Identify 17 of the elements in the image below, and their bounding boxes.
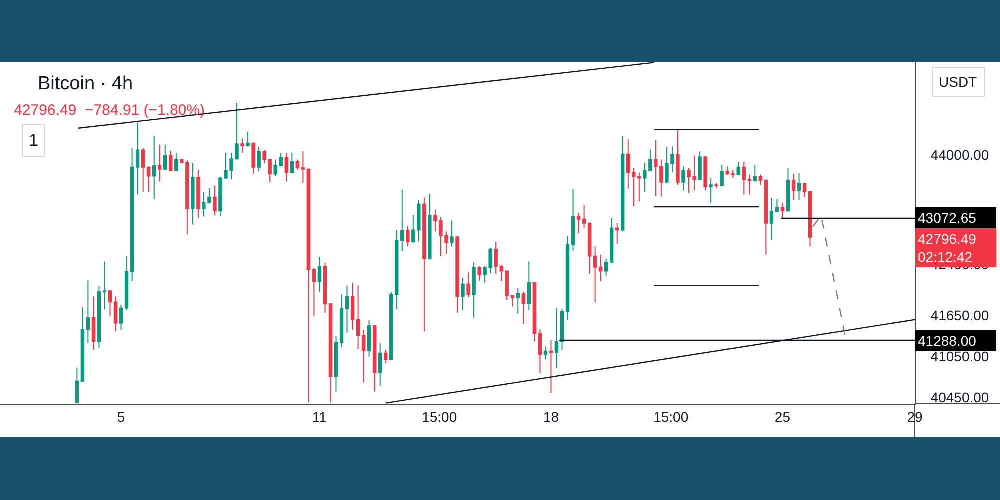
y-tick-label: 41050.00 <box>930 348 990 365</box>
annotation: 1 <box>29 131 38 150</box>
x-tick-label: 11 <box>312 408 328 425</box>
text: 41288.00 <box>918 333 977 349</box>
y-tick-label: 41650.00 <box>930 308 990 324</box>
x-tick-label: 18 <box>543 408 560 425</box>
text: 42796.49 −784.91 (−1.80%) <box>14 102 205 119</box>
text: Bitcoin · 4h <box>38 74 134 95</box>
x-tick-label: 25 <box>774 408 791 425</box>
x-tick-label: 5 <box>117 408 126 425</box>
text: USDT <box>939 74 978 90</box>
text: 42796.49 02:12:42 <box>918 231 977 266</box>
y-tick-label: 44000.00 <box>930 146 990 163</box>
x-tick-label: 15:00 <box>422 408 458 425</box>
y-tick-label: 40450.00 <box>930 390 990 406</box>
text: 43072.65 <box>918 210 977 226</box>
x-tick-label: 15:00 <box>654 408 689 425</box>
